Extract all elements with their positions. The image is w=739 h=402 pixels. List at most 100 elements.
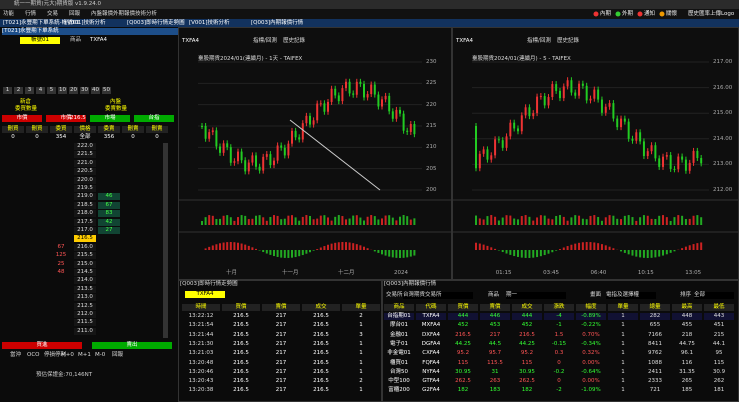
volume-bar <box>395 220 398 225</box>
menu-right-item[interactable]: 外期 <box>622 11 634 17</box>
toolbar-item[interactable]: 指標/回測 <box>527 38 551 44</box>
tab[interactable]: [Q003]即時行情走勢圖 <box>127 20 185 26</box>
toolbar-item[interactable]: 指標/回測 <box>253 38 277 44</box>
volume-bar <box>562 216 565 225</box>
quote-cell: 95.7 <box>488 350 502 357</box>
dropdown[interactable]: 全部 <box>694 292 734 299</box>
volume-bar <box>505 215 508 225</box>
sell-button[interactable]: 賣出 <box>92 342 172 349</box>
action-button[interactable]: 市價 <box>2 115 42 122</box>
candle <box>323 103 326 112</box>
candle <box>337 95 340 102</box>
candle <box>600 99 603 113</box>
qty-button[interactable]: 20 <box>69 87 78 94</box>
candle <box>298 137 301 140</box>
quote-cell: 181 <box>713 387 725 394</box>
qty-button[interactable]: 30 <box>80 87 89 94</box>
volume-bar <box>201 221 203 225</box>
column-header: 代碼 <box>416 304 446 311</box>
symbol[interactable]: TXFA4 <box>185 291 225 298</box>
qty-button[interactable]: 4 <box>36 87 45 94</box>
option[interactable]: M-0 <box>95 352 106 358</box>
quote-cell: -0.2 <box>553 368 565 375</box>
dropdown[interactable]: 期一 <box>506 292 566 299</box>
menu-item[interactable]: 外期報價 <box>113 11 136 17</box>
menu-item[interactable]: 交易 <box>47 11 59 17</box>
ask-qty: 42 <box>98 218 120 226</box>
toolbar-item[interactable]: 歷史記錄 <box>283 38 306 44</box>
osc-bar <box>301 250 304 256</box>
quote-cell: 7166 <box>648 331 662 338</box>
dropdown[interactable]: 台灣期貨交易所 <box>403 292 473 299</box>
menu-item[interactable]: 內盤報價 <box>91 11 114 17</box>
tab[interactable]: [Q003]內期報價行情 <box>251 20 304 26</box>
candle <box>395 109 398 119</box>
option[interactable]: M+1 <box>78 352 91 358</box>
volume-bar <box>294 217 297 225</box>
quote-cell: DGFA4 <box>421 340 441 347</box>
ask-qty: 46 <box>98 193 120 201</box>
osc-bar <box>494 248 497 250</box>
qty-button[interactable]: 10 <box>58 87 67 94</box>
action-button[interactable]: 市價 <box>46 115 86 122</box>
menu-item[interactable]: 功能 <box>3 11 15 17</box>
osc-bar <box>305 250 308 254</box>
qty-button[interactable]: 3 <box>25 87 34 94</box>
option[interactable]: 回報 <box>112 352 124 358</box>
candle <box>620 118 623 128</box>
menu-right-item[interactable]: 歷史匯率 <box>688 11 711 17</box>
volume-bar <box>597 216 600 225</box>
candle <box>377 94 380 107</box>
qty-button[interactable]: 1 <box>3 87 12 94</box>
osc-bar <box>654 250 657 258</box>
tab[interactable]: [V001]技術分析 <box>65 20 106 26</box>
candle <box>384 95 387 100</box>
y-axis-label: 215.00 <box>713 110 733 117</box>
trade-cell: 216.5 <box>233 322 249 329</box>
quote-cell: 262.5 <box>519 378 535 385</box>
tab[interactable]: [V001]技術分析 <box>189 20 230 26</box>
option[interactable]: 停損停利 <box>44 352 67 358</box>
qty-button[interactable]: 5 <box>47 87 56 94</box>
buy-button[interactable]: 買進 <box>2 342 82 349</box>
option[interactable]: M+0 <box>61 352 74 358</box>
quote-cell: 44.25 <box>455 340 471 347</box>
candle <box>265 154 268 157</box>
quote-cell: 2411 <box>648 368 662 375</box>
candle <box>409 123 412 132</box>
action-button[interactable]: 市場 <box>90 115 130 122</box>
qty-button[interactable]: 40 <box>91 87 100 94</box>
action-button[interactable]: 台指 <box>134 115 174 122</box>
candle <box>316 103 319 121</box>
menu-item[interactable]: 回報 <box>69 11 81 17</box>
account[interactable]: 帳號01 <box>20 37 60 44</box>
symbol: TXFA4 <box>90 37 108 43</box>
option[interactable]: 當沖 <box>10 352 22 358</box>
quote-cell: -2 <box>556 387 562 394</box>
osc-bar <box>406 250 409 258</box>
osc-bar <box>646 250 649 258</box>
y-axis-label: 220 <box>426 101 437 108</box>
menu-item[interactable]: 技術分析 <box>135 11 158 17</box>
y-axis-label: 214.00 <box>713 135 733 142</box>
menu-right-item[interactable]: 通知 <box>644 11 656 17</box>
x-axis-label: 2024 <box>394 270 408 276</box>
quote-cell: 115 <box>713 359 725 366</box>
menu-right-item[interactable]: 上傳Logo <box>710 11 735 17</box>
osc-bar <box>551 250 554 253</box>
qty-button[interactable]: 2 <box>14 87 23 94</box>
tab[interactable]: [T021]永豐期下單系統-帳號01 <box>3 20 80 26</box>
title-bar <box>0 0 739 9</box>
qty-button[interactable]: 50 <box>102 87 111 94</box>
dropdown[interactable]: 電指及選擇權 <box>606 292 656 299</box>
menu-right-item[interactable]: 關懷 <box>666 11 678 17</box>
osc-bar <box>597 243 600 250</box>
column-header: 商品 <box>384 304 414 311</box>
column-header: 成交 <box>512 304 542 311</box>
option[interactable]: OCO <box>27 352 40 358</box>
menu-item[interactable]: 行情 <box>25 11 37 17</box>
candle <box>370 84 373 95</box>
menu-right-item[interactable]: 內期 <box>600 11 612 17</box>
quote-cell: 台灣50 <box>390 368 408 375</box>
toolbar-item[interactable]: 歷史記錄 <box>557 38 580 44</box>
